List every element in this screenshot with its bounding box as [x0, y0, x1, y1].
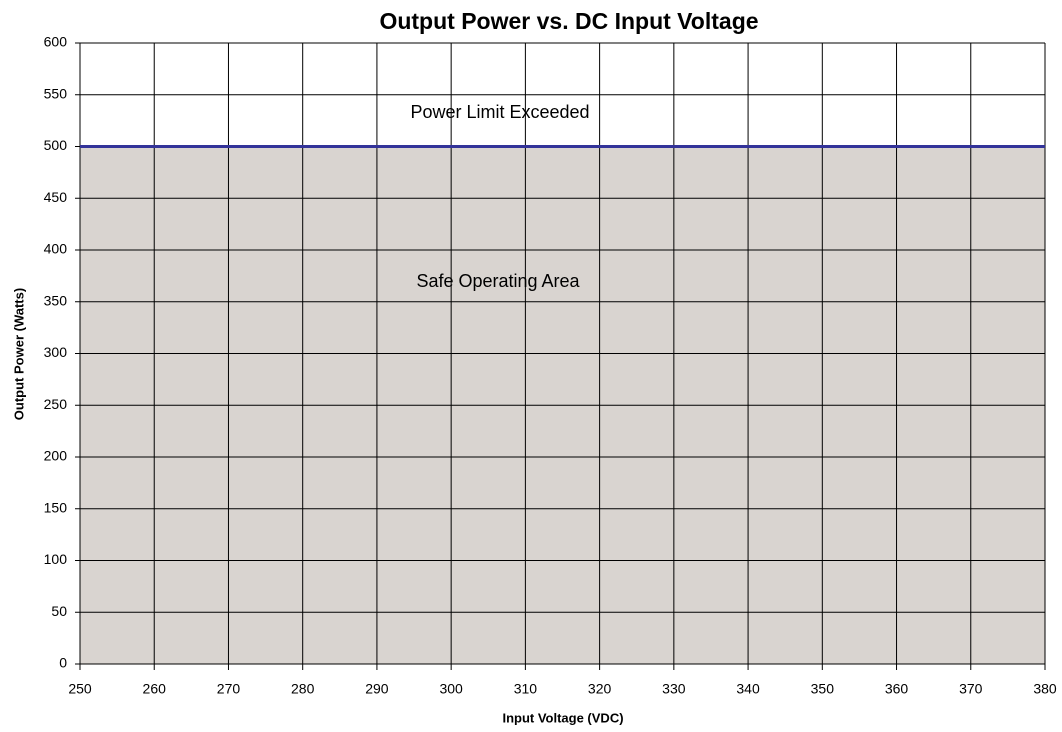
x-tick-label: 310 — [514, 681, 538, 697]
x-axis-label: Input Voltage (VDC) — [502, 710, 623, 725]
x-tick-label: 330 — [662, 681, 686, 697]
x-tick-label: 300 — [439, 681, 463, 697]
chart-title: Output Power vs. DC Input Voltage — [379, 8, 758, 34]
y-tick-label: 600 — [44, 34, 68, 50]
y-tick-label: 400 — [44, 241, 68, 257]
x-tick-label: 370 — [959, 681, 983, 697]
y-tick-label: 300 — [44, 344, 68, 360]
x-tick-label: 250 — [68, 681, 92, 697]
y-tick-label: 100 — [44, 551, 68, 567]
x-tick-label: 260 — [143, 681, 167, 697]
x-tick-label: 280 — [291, 681, 315, 697]
x-tick-label: 380 — [1033, 681, 1057, 697]
x-tick-label: 360 — [885, 681, 909, 697]
y-tick-label: 150 — [44, 499, 68, 515]
y-tick-label: 450 — [44, 189, 68, 205]
y-tick-label: 550 — [44, 85, 68, 101]
x-tick-label: 290 — [365, 681, 389, 697]
annotation: Power Limit Exceeded — [410, 102, 589, 122]
y-tick-label: 50 — [51, 603, 67, 619]
annotation: Safe Operating Area — [416, 271, 580, 291]
x-tick-label: 350 — [811, 681, 835, 697]
x-tick-label: 340 — [736, 681, 760, 697]
y-tick-label: 350 — [44, 292, 68, 308]
x-tick-label: 320 — [588, 681, 612, 697]
y-tick-label: 0 — [59, 655, 67, 671]
y-tick-label: 200 — [44, 448, 68, 464]
x-tick-label: 270 — [217, 681, 241, 697]
y-tick-label: 500 — [44, 137, 68, 153]
y-tick-label: 250 — [44, 396, 68, 412]
y-axis-label: Output Power (Watts) — [11, 288, 26, 420]
